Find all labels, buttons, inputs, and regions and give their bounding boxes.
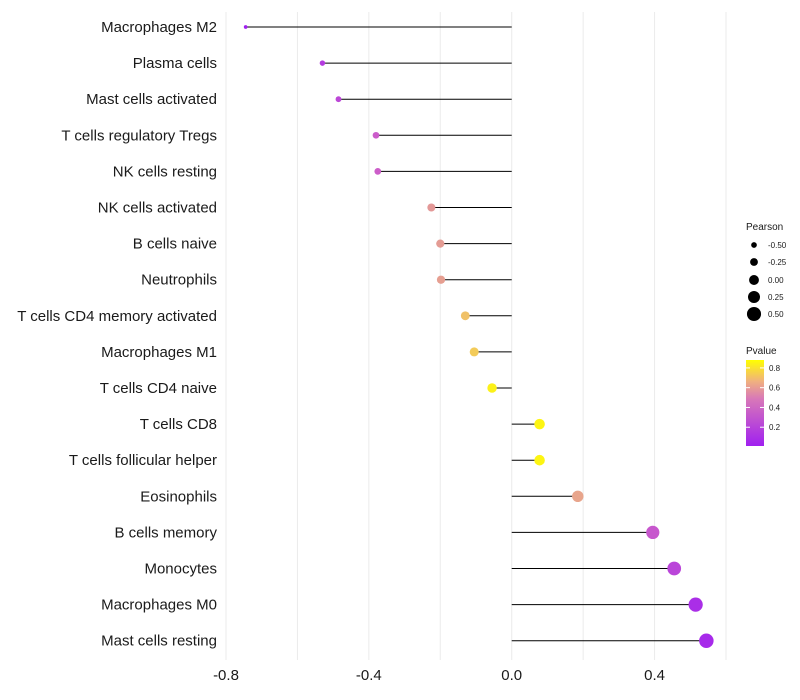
size-legend-dot (748, 291, 760, 303)
data-point (319, 60, 326, 66)
category-label: NK cells resting (113, 163, 217, 180)
pvalue-color-legend: Pvalue 0.8 0.6 0.4 0.2 (746, 346, 781, 446)
data-point (534, 418, 545, 430)
lollipop-stems (245, 26, 707, 642)
pvalue-legend-title: Pvalue (746, 346, 777, 357)
data-point (646, 525, 660, 540)
category-label: B cells memory (114, 524, 217, 541)
x-tick-label: 0.0 (501, 667, 522, 684)
y-axis-category-labels: Macrophages M2 Plasma cells Mast cells act… (17, 19, 217, 650)
size-legend-label: 0.25 (768, 293, 784, 302)
size-legend-dot (749, 275, 759, 285)
category-label: Neutrophils (141, 272, 217, 289)
category-label: Eosinophils (140, 488, 217, 505)
category-label: B cells naive (133, 236, 217, 253)
data-point (469, 347, 479, 357)
x-tick-label: 0.4 (644, 667, 665, 684)
data-point (699, 633, 714, 648)
x-axis-tick-labels: -0.8 -0.4 0.0 0.4 (213, 667, 665, 684)
x-tick-label: -0.4 (356, 667, 382, 684)
category-label: Mast cells resting (101, 633, 217, 650)
size-legend-label: 0.00 (768, 276, 784, 285)
colorbar-label: 0.2 (769, 423, 781, 432)
data-point (667, 561, 682, 576)
category-label: T cells CD8 (140, 416, 217, 433)
size-legend-label: -0.50 (768, 241, 787, 250)
x-tick-label: -0.8 (213, 667, 239, 684)
data-point (427, 203, 436, 212)
lollipop-points (243, 25, 714, 648)
data-point (436, 239, 445, 248)
category-label: Macrophages M0 (101, 597, 217, 614)
colorbar-label: 0.6 (769, 384, 781, 393)
data-point (534, 454, 545, 466)
colorbar-label: 0.8 (769, 364, 781, 373)
category-label: T cells regulatory Tregs (61, 127, 217, 144)
category-label: Macrophages M2 (101, 19, 217, 36)
category-label: Mast cells activated (86, 91, 217, 108)
size-legend-dot (750, 258, 758, 266)
colorbar-label: 0.4 (769, 403, 781, 412)
pvalue-colorbar (746, 360, 764, 446)
data-point (243, 25, 248, 29)
size-legend-label: -0.25 (768, 258, 787, 267)
pearson-legend-title: Pearson (746, 222, 783, 233)
category-label: T cells follicular helper (69, 452, 217, 469)
data-point (688, 597, 703, 612)
category-label: Macrophages M1 (101, 344, 217, 361)
category-label: NK cells activated (98, 200, 217, 217)
data-point (374, 168, 382, 175)
category-label: Monocytes (144, 561, 217, 578)
size-legend-dot (746, 306, 762, 322)
category-label: Plasma cells (133, 55, 217, 72)
category-label: T cells CD4 naive (100, 380, 217, 397)
data-point (335, 96, 342, 103)
data-point (572, 490, 584, 503)
category-label: T cells CD4 memory activated (17, 308, 217, 325)
pearson-size-legend: Pearson -0.50 -0.25 0.00 0.25 0.50 (746, 222, 787, 322)
size-legend-label: 0.50 (768, 310, 784, 319)
data-point (436, 275, 446, 284)
data-point (460, 311, 470, 321)
size-legend-dot (751, 242, 757, 248)
data-point (487, 383, 497, 393)
data-point (372, 131, 380, 139)
grid-lines (225, 12, 727, 660)
